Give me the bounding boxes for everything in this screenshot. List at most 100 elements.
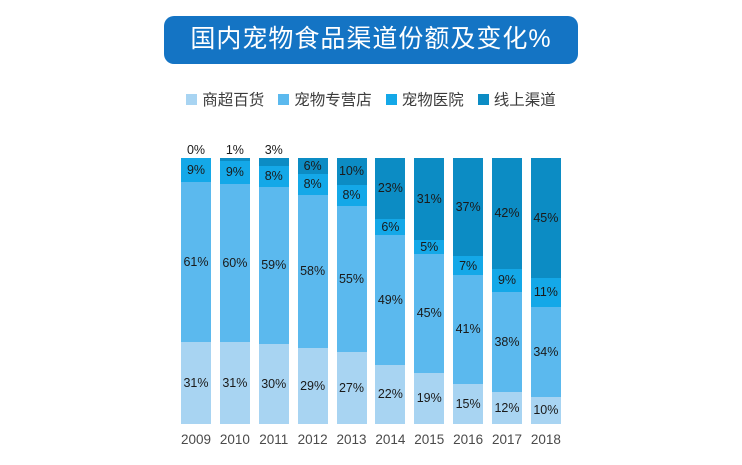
legend-item-4[interactable]: 线上渠道: [477, 88, 556, 110]
bar-segment[interactable]: 9%: [219, 160, 250, 185]
bar-segment-value-label: 9%: [186, 162, 206, 177]
bar-segment[interactable]: 15%: [453, 384, 484, 424]
bar-segment[interactable]: 30%: [258, 344, 289, 424]
bar-segment-value-label: 11%: [533, 285, 558, 300]
legend-swatch-icon: [477, 93, 489, 105]
legend-swatch-icon: [385, 93, 397, 105]
legend-item-3[interactable]: 宠物医院: [385, 88, 464, 110]
legend-item-1[interactable]: 商超百货: [186, 88, 264, 110]
bar-column-2014[interactable]: 23% 6% 49% 22%: [375, 158, 406, 424]
x-axis-tick-2018: 2018: [530, 432, 561, 447]
bar-segment[interactable]: 27%: [336, 352, 367, 424]
bar-segment[interactable]: 9%: [181, 158, 211, 182]
bar-segment[interactable]: 31%: [181, 342, 211, 424]
bar-segment[interactable]: 58%: [297, 194, 328, 348]
legend-item-label: 商超百货: [202, 92, 265, 109]
bar-segment-value-label: 45%: [533, 210, 559, 225]
bar-segment-value-label: 1%: [225, 143, 244, 157]
legend-item-label: 线上渠道: [493, 92, 556, 109]
bar-column-2010[interactable]: 1% 9% 60% 31%: [219, 144, 250, 424]
bar-segment[interactable]: 59%: [258, 187, 289, 345]
bar-segment-value-label: 38%: [494, 335, 520, 350]
bar-segment[interactable]: 37%: [453, 158, 484, 257]
bar-segment-value-label: 41%: [455, 322, 481, 337]
bar-segment[interactable]: 38%: [492, 292, 522, 393]
bar-column-2017[interactable]: 42% 9% 38% 12%: [492, 158, 522, 424]
bar-segment-value-label: 31%: [183, 375, 209, 390]
x-axis-tick-2013: 2013: [336, 432, 367, 447]
bar-segment[interactable]: 8%: [336, 184, 367, 206]
bar-segment-value-label: 10%: [533, 403, 559, 418]
bar-segment[interactable]: 42%: [492, 158, 522, 269]
bar-segment[interactable]: 34%: [530, 306, 561, 398]
chart-legend: 商超百货 宠物专营店 宠物医院 线上渠道: [0, 88, 742, 110]
bar-column-2015[interactable]: 31% 5% 45% 19%: [414, 158, 445, 424]
bar-segment-value-label: 15%: [455, 396, 481, 411]
chart-title: 国内宠物食品渠道份额及变化%: [164, 16, 578, 65]
bar-segment-value-label: 30%: [261, 376, 287, 391]
bar-segment[interactable]: 23%: [375, 158, 406, 220]
bar-segment-value-label: 60%: [222, 256, 248, 271]
bar-segment-value-label: 8%: [342, 188, 361, 202]
bar-segment-value-label: 31%: [416, 192, 442, 206]
x-axis-tick-2010: 2010: [219, 432, 250, 447]
bar-column-2012[interactable]: 6% 8% 58% 29%: [297, 158, 328, 424]
bar-segment[interactable]: 9%: [492, 268, 522, 293]
x-axis-tick-2016: 2016: [453, 432, 484, 447]
bar-segment[interactable]: 55%: [336, 205, 367, 353]
bar-segment[interactable]: 7%: [453, 256, 484, 276]
bar-segment-value-label: 61%: [183, 254, 209, 269]
bar-segment-value-label: 9%: [225, 165, 244, 180]
bar-segment[interactable]: 22%: [375, 365, 406, 424]
bar-segment-value-label: 55%: [338, 271, 365, 286]
bar-segment-value-label: 5%: [420, 239, 439, 254]
bar-segment[interactable]: 31%: [414, 158, 445, 241]
bar-segment-value-label: 59%: [261, 258, 287, 273]
bar-segment[interactable]: 10%: [336, 158, 367, 185]
chart-title-container: 国内宠物食品渠道份额及变化%: [0, 16, 742, 65]
bar-segment-value-label: 7%: [459, 258, 478, 273]
bar-segment-value-label: 22%: [377, 387, 403, 402]
bar-segment-value-label: 0%: [186, 143, 206, 157]
bar-segment[interactable]: 12%: [492, 392, 522, 424]
bar-segment[interactable]: 61%: [181, 181, 211, 343]
x-axis-tick-2009: 2009: [181, 432, 212, 447]
bar-segment[interactable]: 1%: [219, 144, 250, 161]
bar-segment[interactable]: 49%: [375, 235, 406, 366]
stacked-bar-plot-area: 0% 9% 61% 31% 1% 9% 60% 31% 3% 8% 59% 30% 6% 8% 58% 29%…: [181, 144, 561, 424]
bar-column-2018[interactable]: 45% 11% 34% 10%: [530, 158, 561, 424]
bar-segment-value-label: 27%: [338, 380, 365, 395]
bar-segment-value-label: 10%: [338, 164, 365, 179]
bar-segment[interactable]: 45%: [530, 158, 561, 278]
bar-segment-value-label: 49%: [377, 293, 403, 308]
bar-segment[interactable]: 11%: [530, 277, 561, 307]
bar-column-2013[interactable]: 10% 8% 55% 27%: [336, 158, 367, 424]
bar-segment[interactable]: 31%: [219, 342, 250, 424]
bar-segment[interactable]: 41%: [453, 275, 484, 385]
bar-segment[interactable]: 8%: [297, 173, 328, 195]
bar-segment[interactable]: 5%: [414, 239, 445, 254]
bar-column-2016[interactable]: 37% 7% 41% 15%: [453, 158, 484, 424]
bar-segment[interactable]: 29%: [297, 347, 328, 424]
bar-column-2011[interactable]: 3% 8% 59% 30%: [258, 144, 289, 424]
bar-segment[interactable]: 8%: [258, 166, 289, 188]
bar-segment-value-label: 29%: [300, 378, 326, 393]
bar-segment[interactable]: 60%: [219, 184, 250, 343]
bar-segment[interactable]: 6%: [375, 219, 406, 236]
bar-segment[interactable]: 6%: [297, 158, 328, 174]
bar-segment-value-label: 37%: [455, 200, 481, 214]
bar-segment-value-label: 45%: [416, 306, 442, 321]
bar-segment[interactable]: 3%: [258, 144, 289, 166]
bar-segment-value-label: 6%: [381, 219, 400, 234]
legend-item-2[interactable]: 宠物专营店: [278, 88, 372, 110]
bar-segment[interactable]: 45%: [414, 253, 445, 374]
bar-segment-value-label: 3%: [264, 143, 283, 158]
bar-column-2009[interactable]: 0% 9% 61% 31%: [181, 144, 211, 424]
bar-segment-value-label: 58%: [300, 263, 326, 278]
bar-segment[interactable]: 19%: [414, 373, 445, 424]
x-axis-tick-2014: 2014: [375, 432, 406, 447]
x-axis-tick-2012: 2012: [297, 432, 328, 447]
bar-segment[interactable]: 10%: [530, 397, 561, 424]
legend-swatch-icon: [186, 93, 198, 105]
